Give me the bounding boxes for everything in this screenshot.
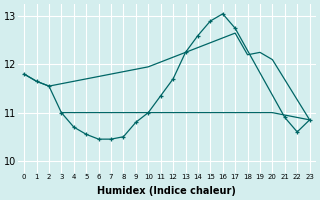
X-axis label: Humidex (Indice chaleur): Humidex (Indice chaleur) — [98, 186, 236, 196]
